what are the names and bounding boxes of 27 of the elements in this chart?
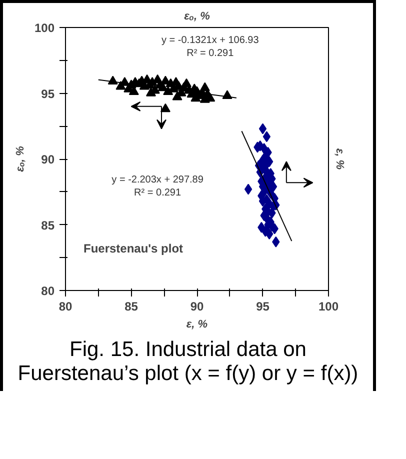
x-axis-title: ε, % bbox=[186, 318, 208, 330]
y-tick-label: 100 bbox=[34, 21, 55, 35]
y-tick-label: 95 bbox=[41, 86, 55, 101]
point bbox=[262, 131, 271, 142]
x-tick-label: 80 bbox=[58, 300, 72, 314]
annotation: Fuerstenau's plot bbox=[84, 242, 184, 256]
y2-axis-title: ε, % bbox=[334, 148, 346, 170]
point bbox=[265, 228, 274, 240]
x-tick-label: 100 bbox=[318, 300, 339, 314]
point bbox=[160, 103, 170, 112]
caption: Fig. 15. Industrial data on Fuerstenau’s plot (x = f(y) or y = f(x)) bbox=[16, 338, 360, 386]
y-tick-label: 90 bbox=[41, 152, 55, 166]
chart-title: εₒ, % bbox=[184, 10, 210, 22]
point bbox=[258, 123, 267, 134]
annotation: y = -2.203x + 297.89 R² = 0.291 bbox=[112, 174, 204, 198]
y-tick-label: 80 bbox=[41, 284, 55, 298]
point bbox=[244, 184, 252, 195]
annotation: y = -0.1321x + 106.93 R² = 0.291 bbox=[162, 34, 260, 60]
x-tick-label: 95 bbox=[256, 300, 270, 314]
point bbox=[172, 92, 182, 100]
point bbox=[146, 88, 156, 96]
x-tick-label: 90 bbox=[190, 300, 204, 314]
y-axis-title: εₒ, % bbox=[14, 146, 26, 172]
x-tick-label: 85 bbox=[124, 300, 138, 314]
y-tick-label: 85 bbox=[41, 218, 55, 232]
point bbox=[200, 82, 210, 92]
point bbox=[269, 181, 278, 192]
